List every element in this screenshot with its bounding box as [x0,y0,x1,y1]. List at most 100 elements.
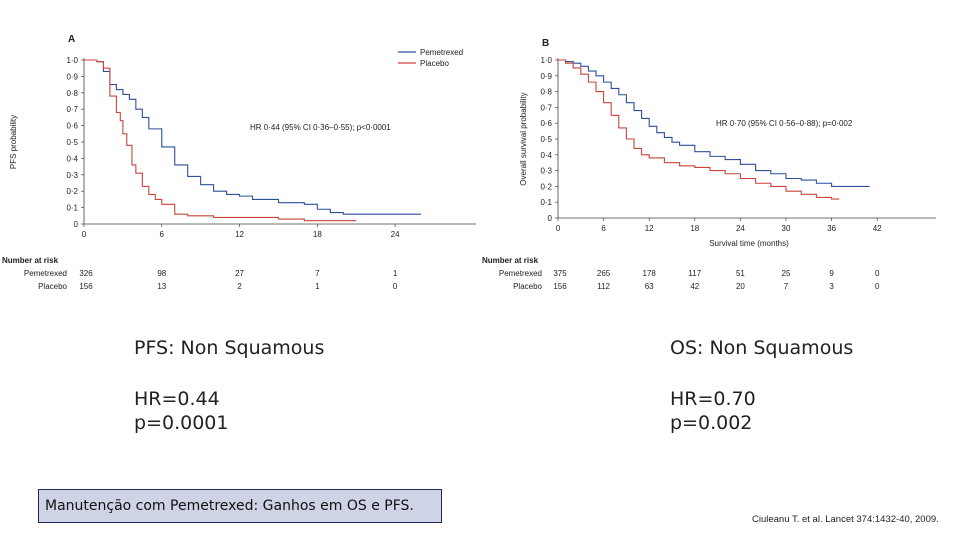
os-xtick-label: 6 [601,224,606,233]
os-ytick-label: 0·9 [540,72,552,81]
os-hr-annotation: HR 0·70 (95% CI 0·56–0·88); p=0·002 [716,119,853,128]
os-risk-value: 178 [643,269,657,278]
pfs-risk-header: Number at risk [2,256,59,265]
pfs-xtick-label: 6 [160,230,165,239]
os-ytick-label: 1·0 [540,56,552,65]
os-ytick-label: 0·2 [540,182,552,191]
pfs-risk-value: 27 [235,269,244,278]
os-risk-value: 0 [875,282,880,291]
right-caption-p: p=0.002 [670,412,753,434]
left-caption-title: PFS: Non Squamous [134,337,325,359]
os-risk-value: 3 [829,282,834,291]
os-line-placebo [558,59,840,200]
os-risk-value: 375 [553,269,567,278]
pfs-ytick-label: 0·9 [66,72,78,81]
pfs-legend-label-pemetrexed: Pemetrexed [420,48,463,57]
pfs-chart: A 00·10·20·30·40·50·60·70·80·91·00 6 12 18 2… [2,34,476,291]
pfs-risk-value: 1 [315,282,320,291]
os-risk-table: Number at risk Pemetrexed 375 265 178 117 51 25… [482,256,880,291]
pfs-legend-label-placebo: Placebo [420,59,449,68]
pfs-ytick-label: 0·3 [66,171,78,180]
os-risk-value: 117 [688,269,701,278]
panel-b-label: B [542,38,549,49]
right-caption-hr: HR=0.70 [670,388,756,410]
os-risk-header: Number at risk [482,256,539,265]
os-lines [558,59,870,200]
pfs-xtick-label: 12 [235,230,244,239]
os-chart: B 0 0·1 0·2 0·3 0·4 0·5 0·6 0·7 0·8 0·9 1·0 0 6 12 18 2… [482,38,936,291]
pfs-risk-value: 326 [79,269,93,278]
os-risk-row-label: Pemetrexed [499,269,542,278]
pfs-ytick-label: 0·6 [66,122,78,131]
os-risk-value: 156 [553,282,567,291]
os-ticks: 0 0·1 0·2 0·3 0·4 0·5 0·6 0·7 0·8 0·9 1·0 0 6 12 18 24 3… [519,56,882,248]
pfs-xtick-label: 18 [313,230,322,239]
os-line-pemetrexed [558,59,870,187]
os-ytick-label: 0·1 [540,198,552,207]
pfs-ytick-label: 0·2 [66,187,78,196]
pfs-annotation-group: HR 0·44 (95% CI 0·36–0·55); p<0·0001 [250,123,391,132]
pfs-risk-value: 2 [237,282,242,291]
os-ytick-label: 0·4 [540,151,552,160]
footnote-box: Manutenção com Pemetrexed: Ganhos em OS … [38,489,442,523]
os-ytick-label: 0·7 [540,103,552,112]
pfs-xtick-label: 0 [82,230,87,239]
pfs-risk-value: 1 [393,269,398,278]
os-risk-value: 9 [829,269,834,278]
os-risk-value: 42 [690,282,699,291]
os-ytick-label: 0 [548,214,553,223]
os-ytick-label: 0·6 [540,119,552,128]
pfs-legend: Pemetrexed Placebo [398,48,463,68]
os-risk-value: 112 [597,282,610,291]
os-xtick-label: 24 [736,224,745,233]
pfs-risk-value: 98 [157,269,166,278]
pfs-xtick-label: 24 [391,230,400,239]
pfs-risk-row-label: Placebo [38,282,67,291]
pfs-ytick-label: 0·7 [66,105,78,114]
os-risk-value: 20 [736,282,745,291]
os-axes [557,58,936,219]
pfs-hr-annotation: HR 0·44 (95% CI 0·36–0·55); p<0·0001 [250,123,391,132]
pfs-line-pemetrexed [84,59,422,215]
os-x-axis-label: Survival time (months) [709,239,789,248]
os-risk-value: 51 [736,269,745,278]
os-ytick-label: 0·3 [540,167,552,176]
os-xtick-label: 42 [873,224,882,233]
os-xtick-label: 36 [827,224,836,233]
panel-a-label: A [68,34,75,45]
os-y-axis-label: Overall survival probability [519,92,528,185]
os-risk-value: 63 [645,282,654,291]
pfs-risk-value: 7 [315,269,320,278]
os-xtick-label: 30 [782,224,791,233]
pfs-risk-table: Number at risk Pemetrexed 326 98 27 7 1 Placebo… [2,256,398,291]
os-xtick-label: 18 [690,224,699,233]
os-risk-value: 25 [782,269,791,278]
left-caption-p: p=0.0001 [134,412,229,434]
pfs-ticks: 0 0·1 0·2 0·3 0·4 0·5 0·6 0·7 0·8 0·9 1·0 0 6 12 18 24 P… [9,56,400,239]
pfs-ytick-label: 1·0 [66,56,78,65]
pfs-ytick-label: 0 [74,220,79,229]
os-risk-value: 7 [784,282,789,291]
right-caption-title: OS: Non Squamous [670,337,854,359]
pfs-line-placebo [84,59,357,222]
os-risk-row-label: Placebo [513,282,542,291]
pfs-ytick-label: 0·4 [66,154,78,163]
os-ytick-label: 0·8 [540,88,552,97]
os-ytick-label: 0·5 [540,135,552,144]
pfs-risk-value: 13 [157,282,166,291]
os-annotation-group: HR 0·70 (95% CI 0·56–0·88); p=0·002 [716,119,853,128]
pfs-axes [83,58,476,225]
pfs-lines [84,59,422,222]
pfs-risk-value: 0 [393,282,398,291]
left-caption-hr: HR=0.44 [134,388,220,410]
pfs-y-axis-label: PFS probability [9,115,18,169]
pfs-ytick-label: 0·5 [66,138,78,147]
pfs-risk-row-label: Pemetrexed [24,269,67,278]
os-xtick-label: 0 [556,224,561,233]
os-risk-value: 265 [597,269,611,278]
pfs-ytick-label: 0·8 [66,89,78,98]
citation: Ciuleanu T. et al. Lancet 374:1432-40, 2… [752,514,939,525]
pfs-risk-value: 156 [79,282,93,291]
pfs-ytick-label: 0·1 [66,204,78,213]
os-xtick-label: 12 [645,224,654,233]
